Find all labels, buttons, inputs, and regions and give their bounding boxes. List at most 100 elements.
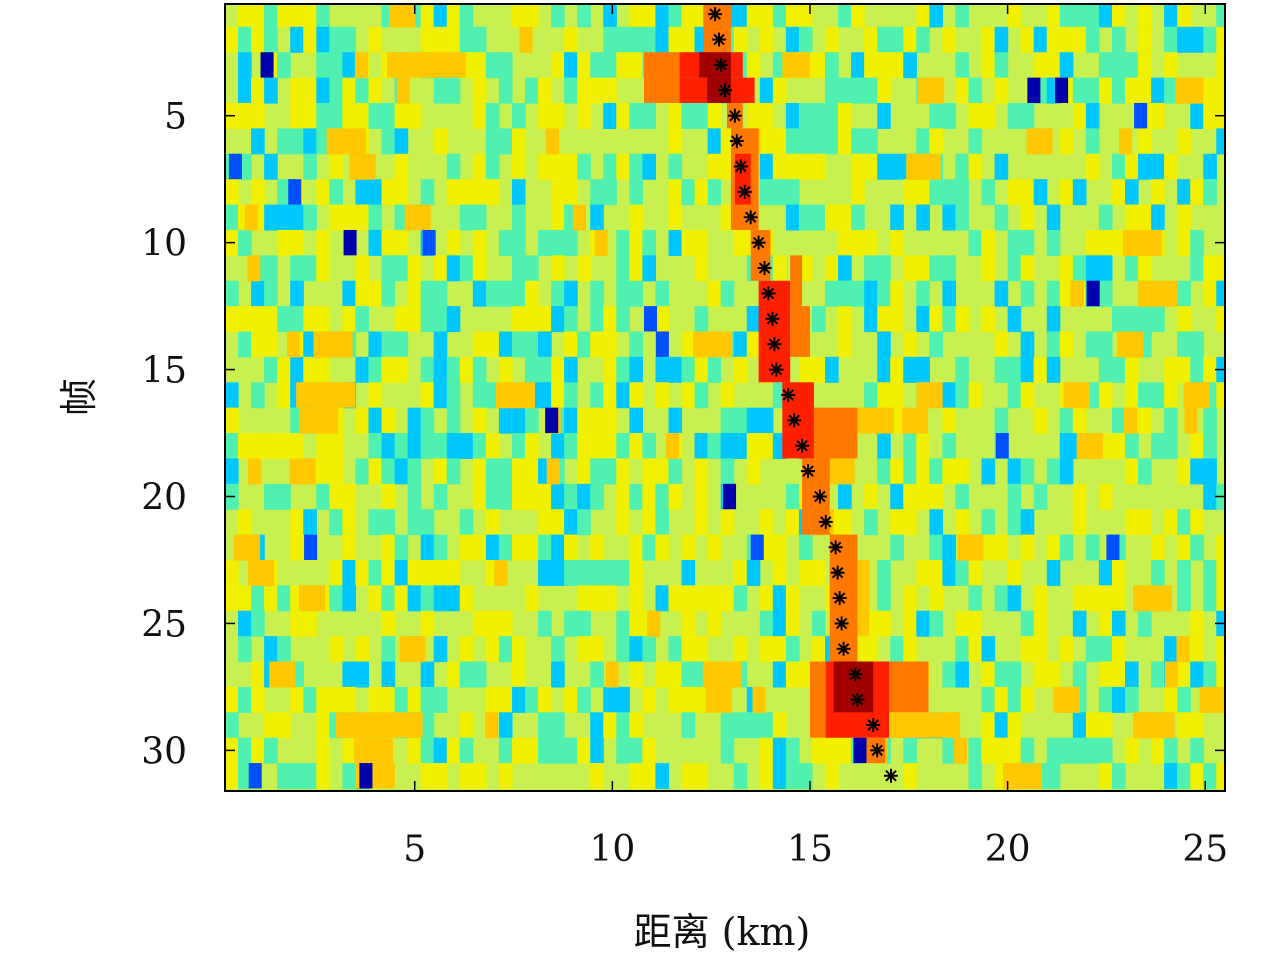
heat-cell xyxy=(329,585,343,612)
heat-cell xyxy=(1020,280,1035,307)
heat-cell xyxy=(785,585,800,612)
heat-cell xyxy=(394,559,409,586)
heat-cell xyxy=(733,4,748,28)
heat-cell xyxy=(277,4,291,28)
heat-cell xyxy=(994,204,1009,231)
heat-cell xyxy=(577,77,591,104)
heat-cell xyxy=(394,585,409,612)
heat-cell xyxy=(1164,407,1178,434)
heat-cell xyxy=(1203,433,1217,460)
heat-cell xyxy=(564,382,578,409)
heat-cell xyxy=(564,306,578,333)
track-point xyxy=(801,464,816,479)
heat-cell xyxy=(707,356,722,383)
heat-cell xyxy=(694,458,709,485)
heat-cell xyxy=(681,26,696,53)
heat-cell xyxy=(316,306,330,333)
heat-cell xyxy=(1002,763,1043,790)
heat-cell xyxy=(1020,509,1035,536)
heat-cell xyxy=(629,52,643,79)
heat-cell xyxy=(446,661,461,688)
heat-cell xyxy=(733,712,748,739)
heat-cell xyxy=(877,153,891,180)
heat-cell xyxy=(349,153,376,180)
heat-cell xyxy=(225,559,239,586)
heat-cell xyxy=(277,306,291,333)
heat-cell xyxy=(681,559,696,586)
heat-cell xyxy=(290,306,304,333)
heat-cell xyxy=(929,306,943,333)
heat-cell xyxy=(890,26,904,53)
heat-cell xyxy=(746,407,761,434)
heat-cell xyxy=(511,204,526,231)
heat-cell xyxy=(564,77,578,104)
heat-cell xyxy=(1199,686,1225,713)
heat-cell xyxy=(1216,559,1225,586)
heat-cell xyxy=(838,128,852,155)
heat-cell xyxy=(407,280,422,307)
heat-cell xyxy=(733,331,748,358)
heat-cell xyxy=(1164,4,1178,28)
heat-cell xyxy=(942,382,957,409)
heat-cell xyxy=(1098,610,1113,637)
heat-cell xyxy=(433,280,448,307)
heat-cell xyxy=(407,686,422,713)
heat-cell xyxy=(538,737,552,764)
heat-cell xyxy=(603,153,617,180)
heat-cell xyxy=(772,661,787,688)
heat-cell xyxy=(433,636,448,663)
heat-cell xyxy=(811,128,826,155)
heat-cell xyxy=(981,229,996,256)
heat-cell xyxy=(420,534,435,561)
heat-cell xyxy=(877,26,891,53)
heat-cell xyxy=(1111,229,1126,256)
heat-cell xyxy=(811,356,826,383)
heat-cell xyxy=(968,585,983,612)
heat-cell xyxy=(629,636,643,663)
heat-cell xyxy=(290,128,304,155)
heat-cell xyxy=(1098,737,1113,764)
heat-cell xyxy=(605,661,619,688)
heat-cell xyxy=(446,407,461,434)
heat-cell xyxy=(433,686,448,713)
heat-cell xyxy=(981,737,996,764)
x-axis-title: 距离 (km) xyxy=(634,910,811,954)
heat-cell xyxy=(225,26,239,53)
heat-cell xyxy=(1098,636,1113,663)
heat-cell xyxy=(1111,4,1126,28)
heat-cell xyxy=(525,331,539,358)
heat-cell xyxy=(785,763,800,790)
heat-cell xyxy=(498,763,513,790)
heat-cell xyxy=(851,179,865,206)
heat-cell xyxy=(720,737,735,764)
heat-cell xyxy=(433,433,448,460)
track-point xyxy=(757,261,772,276)
heat-cell xyxy=(316,52,330,79)
heat-cell xyxy=(916,610,930,637)
heat-cell xyxy=(811,559,826,586)
heat-cell xyxy=(551,433,565,460)
heat-cell xyxy=(459,661,474,688)
heat-cell xyxy=(981,712,996,739)
track-point xyxy=(870,743,885,758)
heat-cell xyxy=(251,179,265,206)
heat-cell xyxy=(994,534,1009,561)
heat-cell xyxy=(551,534,565,561)
heat-cell xyxy=(916,382,943,409)
heat-cell xyxy=(903,636,917,663)
heat-cell xyxy=(668,356,683,383)
heat-cell xyxy=(629,585,643,612)
heat-cell xyxy=(420,509,435,536)
heat-cell xyxy=(825,103,839,129)
heat-cell xyxy=(851,77,865,104)
heat-cell xyxy=(1125,433,1139,460)
track-point xyxy=(830,565,845,580)
heat-cell xyxy=(1138,52,1152,79)
heat-cell xyxy=(407,407,422,434)
heat-cell xyxy=(459,763,474,790)
heat-cell xyxy=(381,559,396,586)
heat-cell xyxy=(251,128,265,155)
heat-cell xyxy=(394,686,409,713)
heat-cell xyxy=(825,255,839,282)
heat-cell xyxy=(303,153,317,180)
